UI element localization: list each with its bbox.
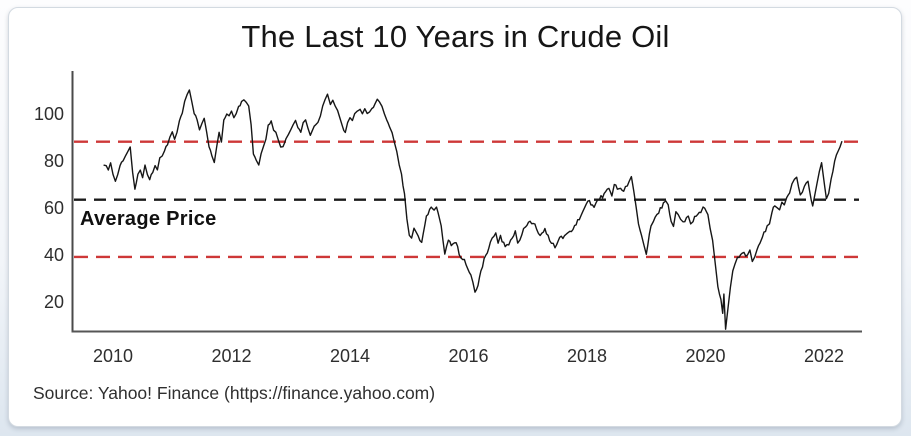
x-tick-label: 2010 [92, 346, 134, 366]
average-price-annotation: Average Price [80, 208, 217, 230]
crude-oil-price-line [103, 89, 843, 330]
price-series-group [103, 89, 843, 330]
chart-card [8, 7, 902, 427]
x-tick-label: 2014 [329, 346, 371, 366]
y-tick-label: 80 [43, 150, 64, 171]
chart-title: The Last 10 Years in Crude Oil [241, 19, 670, 54]
y-tick-label: 60 [43, 197, 64, 218]
reference-lines-group [74, 140, 859, 259]
source-note: Source: Yahoo! Finance (https://finance.… [33, 383, 436, 403]
x-tick-label: 2022 [803, 346, 845, 366]
x-tick-label: 2018 [566, 346, 608, 366]
y-tick-label: 40 [43, 244, 64, 265]
x-tick-label: 2012 [211, 346, 252, 366]
y-tick-label: 20 [43, 291, 64, 312]
y-tick-label: 100 [33, 103, 64, 124]
x-tick-label: 2016 [448, 346, 489, 366]
x-tick-label: 2020 [685, 346, 726, 366]
